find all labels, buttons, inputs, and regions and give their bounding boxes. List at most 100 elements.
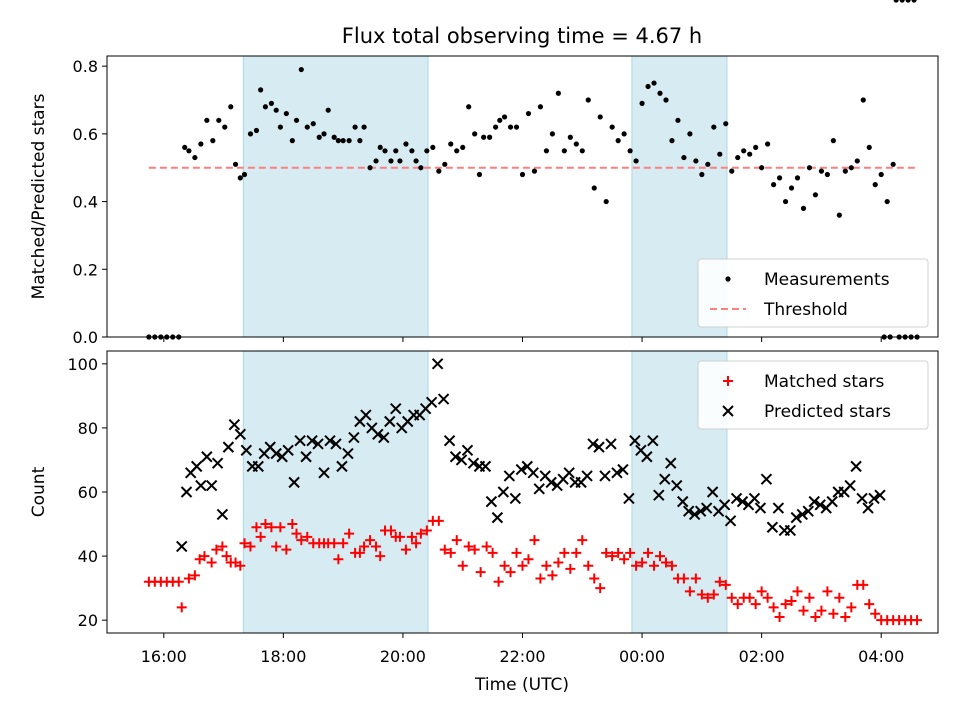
count-point — [461, 444, 474, 457]
ratio-point — [222, 124, 228, 130]
ratio-point — [501, 114, 508, 120]
count-point — [802, 505, 814, 517]
ratio-point — [585, 97, 591, 103]
count-point — [844, 479, 856, 492]
ratio-point — [466, 104, 472, 110]
ratio-point — [228, 104, 234, 110]
count-point — [183, 573, 194, 584]
count-point — [730, 492, 743, 505]
count-point — [541, 560, 552, 571]
count-point — [282, 444, 294, 457]
ratio-point — [555, 90, 561, 96]
ratio-point — [507, 124, 514, 130]
ratio-point — [747, 151, 753, 157]
ratio-point — [382, 148, 388, 154]
count-point — [637, 557, 648, 568]
count-point — [607, 551, 618, 562]
ratio-point — [325, 107, 331, 113]
count-point — [846, 602, 857, 613]
ratio-point — [770, 182, 777, 188]
ratio-point — [759, 165, 765, 171]
ratio-point — [905, 0, 911, 3]
count-point — [296, 535, 307, 546]
ratio-point — [210, 138, 216, 144]
x-tick-label: 16:00 — [141, 647, 187, 666]
count-point — [762, 592, 773, 603]
count-point — [754, 502, 767, 514]
ratio-point — [373, 158, 379, 164]
count-point — [306, 435, 318, 447]
ratio-point — [409, 148, 415, 154]
ratio-point — [657, 90, 663, 96]
count-point — [190, 460, 203, 473]
count-point — [643, 547, 654, 558]
count-point — [864, 599, 875, 610]
ratio-point — [513, 124, 520, 130]
count-point — [834, 592, 845, 603]
ratio-point — [198, 141, 204, 147]
count-point — [336, 460, 348, 473]
count-point — [302, 531, 313, 542]
count-y-tick-label: 60 — [78, 483, 98, 502]
count-point — [862, 502, 874, 514]
ratio-point — [283, 110, 289, 117]
legend-box — [697, 360, 929, 430]
ratio-point — [531, 168, 538, 174]
ratio-y-tick-label: 0.4 — [73, 193, 98, 212]
count-point — [481, 541, 492, 552]
count-point — [329, 538, 340, 549]
ratio-point — [860, 97, 866, 103]
count-point — [415, 528, 426, 539]
count-point — [750, 599, 761, 610]
count-point — [318, 467, 330, 479]
count-point — [732, 599, 743, 610]
count-point — [702, 592, 713, 603]
ratio-point — [262, 104, 269, 110]
count-point — [390, 402, 402, 415]
count-point — [708, 589, 719, 600]
count-point — [221, 551, 232, 562]
ratio-point — [645, 83, 651, 90]
count-point — [255, 531, 266, 542]
ratio-shaded-interval-1 — [242, 55, 429, 338]
legend-marker — [722, 405, 734, 417]
count-point — [744, 592, 755, 603]
count-point — [527, 467, 539, 479]
ratio-point — [794, 175, 801, 181]
ratio-point — [836, 212, 842, 218]
ratio-y-axis-label: Matched/Predicted stars — [29, 93, 49, 299]
count-point — [180, 486, 193, 498]
ratio-point — [321, 131, 327, 137]
count-point — [378, 431, 390, 444]
ratio-point — [806, 165, 813, 171]
count-point — [457, 560, 468, 571]
count-point — [684, 586, 695, 597]
ratio-point — [711, 124, 717, 130]
count-point — [173, 576, 184, 587]
count-point — [660, 557, 671, 568]
ratio-y-tick-label: 0.2 — [73, 260, 98, 279]
count-point — [756, 586, 767, 597]
count-point — [294, 435, 306, 447]
ratio-point — [442, 161, 448, 167]
count-point — [790, 511, 803, 524]
count-point — [312, 438, 324, 450]
count-point — [828, 608, 839, 619]
count-point — [617, 463, 629, 476]
count-y-tick-label: 20 — [78, 611, 98, 630]
ratio-point — [729, 168, 735, 174]
count-point — [425, 396, 438, 408]
ratio-point — [310, 121, 316, 127]
ratio-point — [247, 131, 254, 137]
ratio-point — [454, 148, 460, 154]
count-y-tick-label: 40 — [78, 547, 98, 566]
ratio-point — [567, 134, 573, 140]
ratio-point — [289, 138, 295, 144]
count-point — [816, 605, 827, 616]
count-point — [649, 560, 660, 571]
count-point — [439, 544, 450, 555]
count-point — [371, 541, 382, 552]
count-point — [487, 547, 498, 558]
count-point — [559, 547, 570, 558]
ratio-point — [448, 141, 454, 147]
